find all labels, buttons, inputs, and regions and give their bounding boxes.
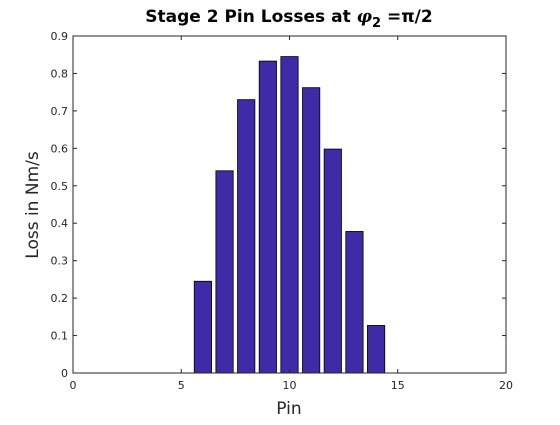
bars-group xyxy=(193,56,386,374)
y-tick-label: 0.4 xyxy=(51,217,69,230)
bar-pin-7 xyxy=(215,170,234,374)
title-prefix: Stage 2 Pin Losses at xyxy=(145,7,356,27)
bar-pin-8 xyxy=(237,99,256,374)
bar-pin-9 xyxy=(258,60,277,374)
title-subscript: 2 xyxy=(372,16,381,31)
bar-pin-11 xyxy=(302,87,321,374)
x-axis-label: Pin xyxy=(276,399,301,419)
x-tick-label: 0 xyxy=(70,379,77,392)
bar-pin-12 xyxy=(323,148,342,374)
y-axis: 0 0.1 0.2 0.3 0.4 0.5 0.6 0.7 0.8 0.9 xyxy=(51,30,506,380)
chart-title: Stage 2 Pin Losses at φ2 =π/2 xyxy=(145,7,432,31)
y-tick-label: 0.9 xyxy=(51,30,69,43)
x-tick-label: 20 xyxy=(499,379,513,392)
x-tick-label: 15 xyxy=(391,379,405,392)
y-tick-label: 0.1 xyxy=(51,330,69,343)
x-tick-label: 5 xyxy=(178,379,185,392)
y-tick-label: 0.8 xyxy=(51,67,69,80)
x-axis: 0 5 10 15 20 xyxy=(70,36,513,392)
bar-pin-10 xyxy=(280,56,299,374)
y-axis-label: Loss in Nm/s xyxy=(23,151,43,259)
y-tick-label: 0 xyxy=(61,367,68,380)
y-tick-label: 0.3 xyxy=(51,255,69,268)
title-symbol: φ xyxy=(357,7,373,27)
bar-pin-13 xyxy=(345,231,364,374)
y-tick-label: 0.5 xyxy=(51,180,69,193)
title-suffix: =π/2 xyxy=(381,7,433,27)
bar-pin-6 xyxy=(193,280,212,374)
y-tick-label: 0.6 xyxy=(51,142,69,155)
x-tick-label: 10 xyxy=(283,379,297,392)
y-tick-label: 0.7 xyxy=(51,105,69,118)
bar-pin-14 xyxy=(367,325,386,374)
y-tick-label: 0.2 xyxy=(51,292,69,305)
